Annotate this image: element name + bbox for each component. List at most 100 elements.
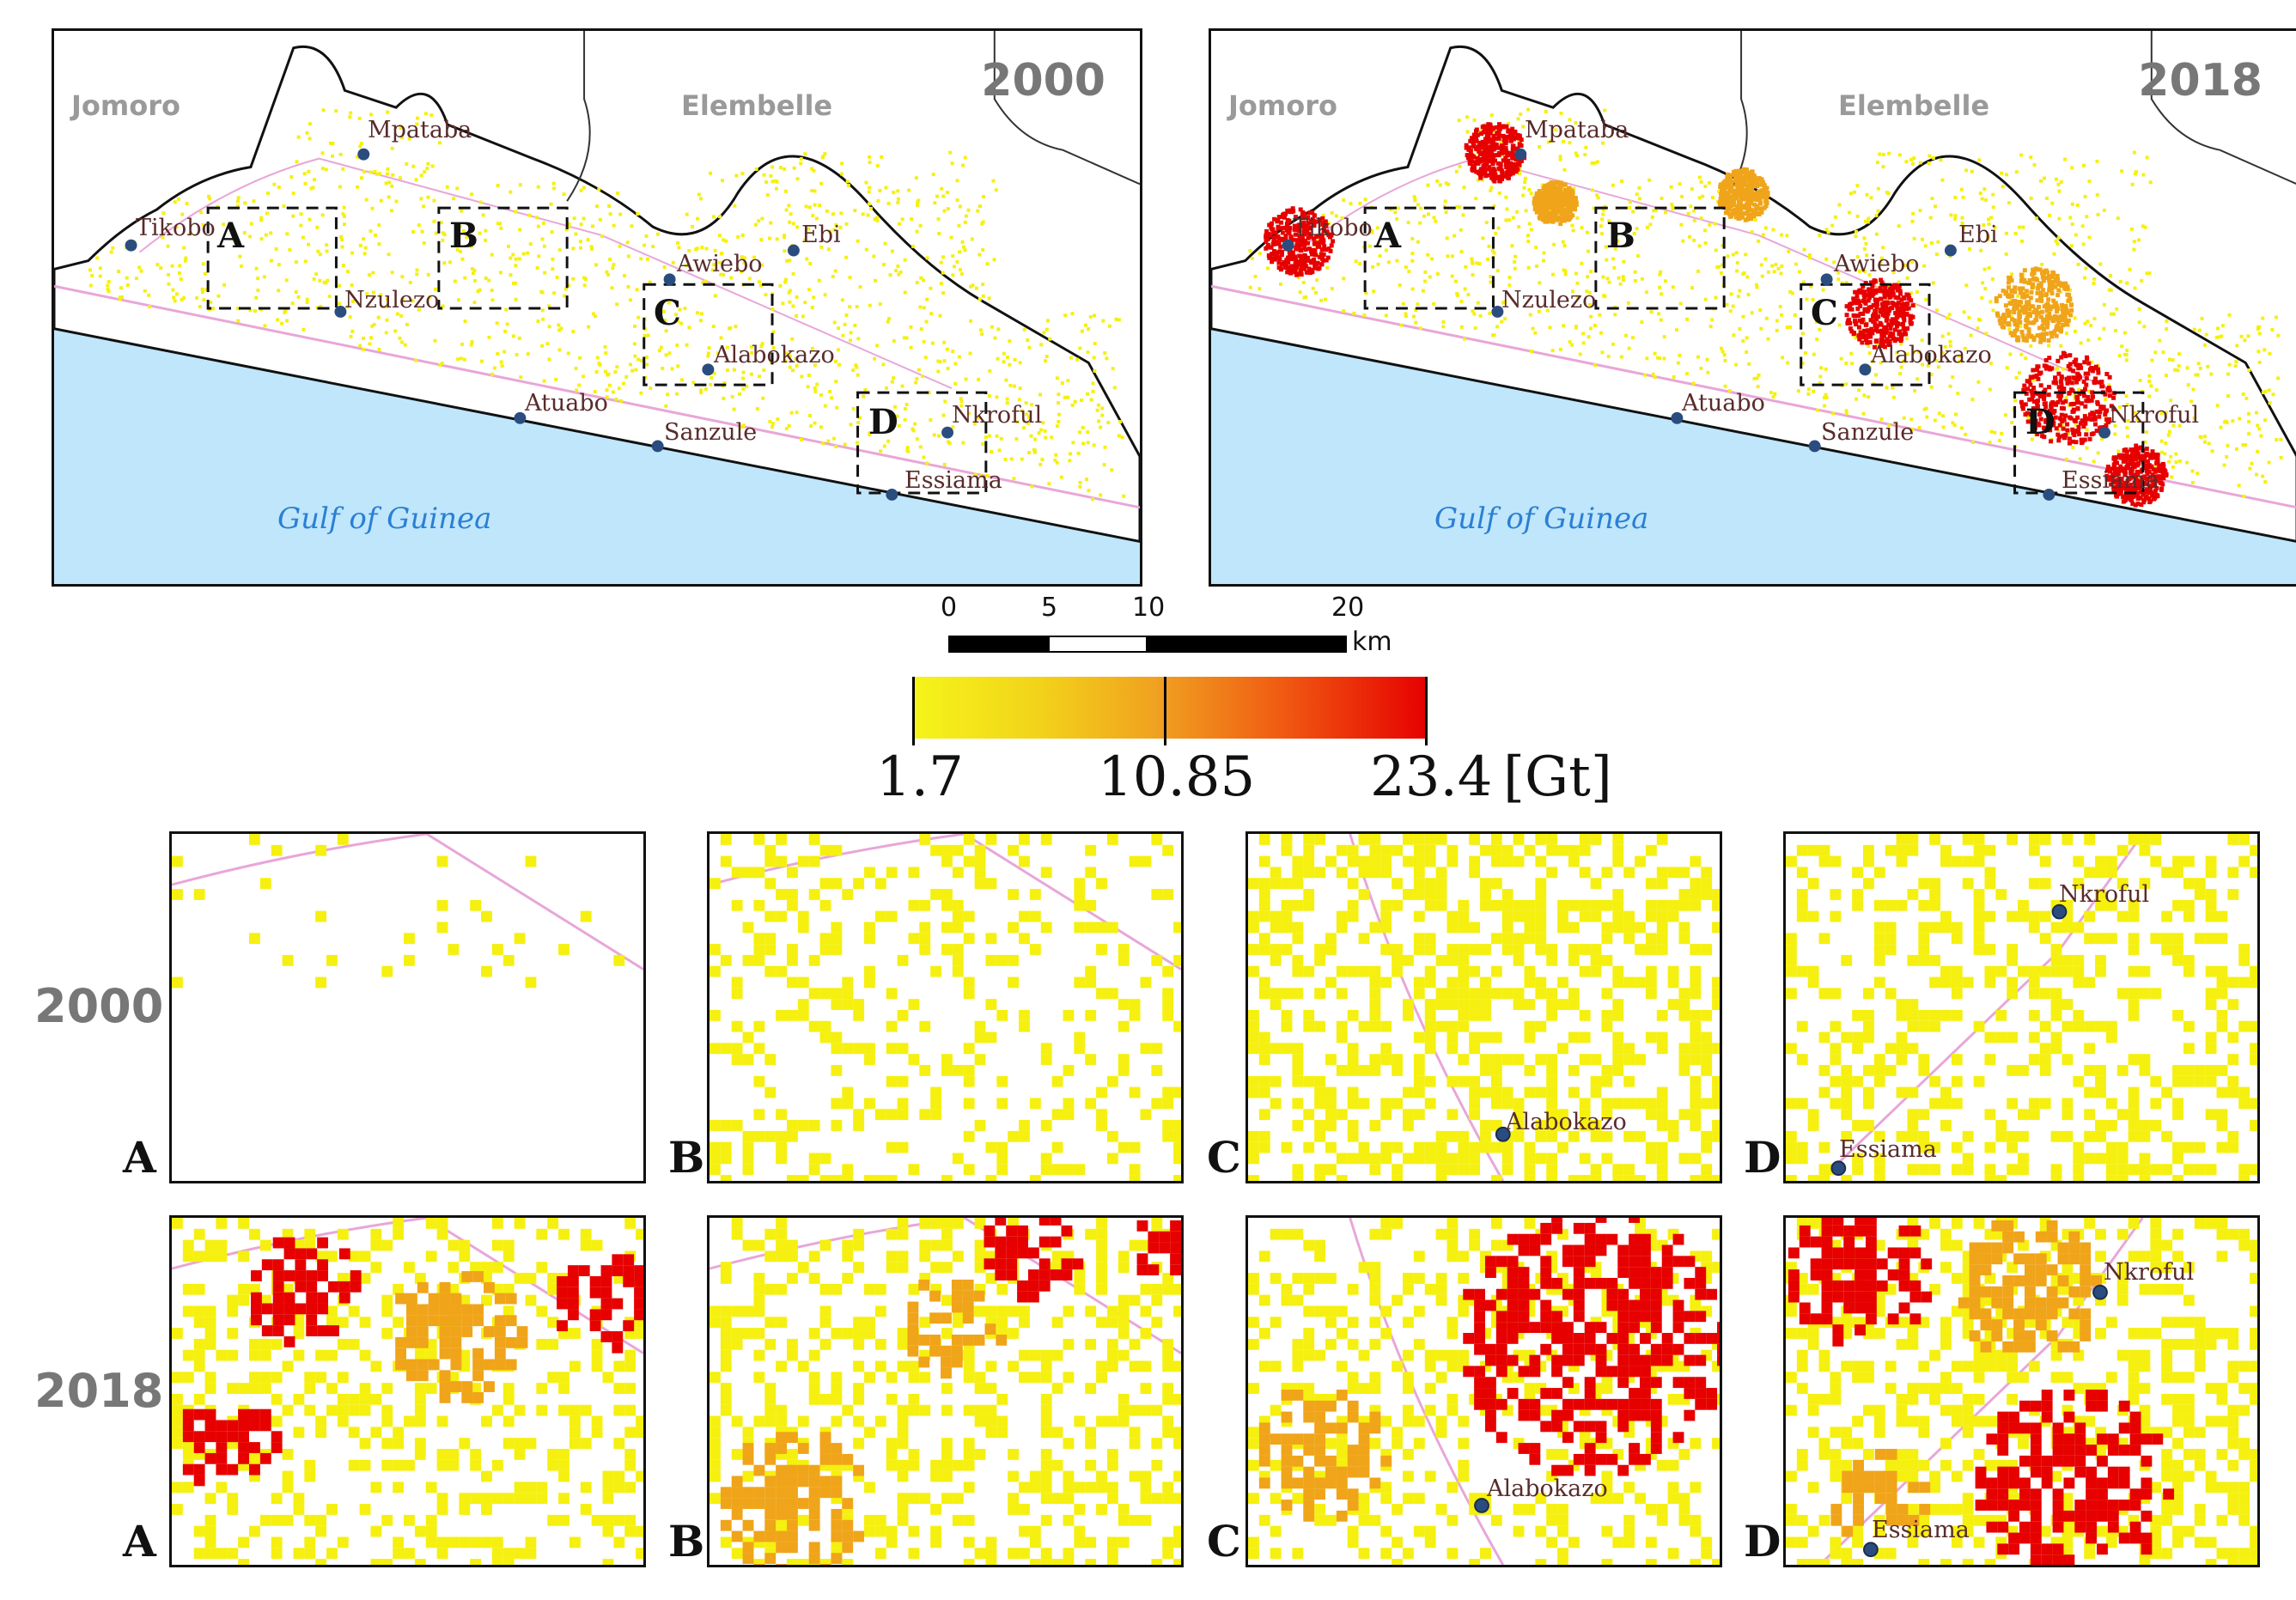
pixel (1012, 477, 1016, 481)
pixel (1483, 152, 1488, 157)
pixel (892, 415, 897, 418)
pixel (436, 855, 448, 867)
pixel (677, 246, 681, 250)
pixel (1372, 289, 1376, 294)
pixel (1848, 192, 1853, 196)
pixel (285, 319, 289, 323)
pixel (2050, 271, 2055, 277)
pixel (1844, 362, 1848, 365)
pixel (1731, 252, 1735, 257)
pixel (1968, 246, 1971, 251)
pixel (856, 441, 860, 445)
pixel (1743, 217, 1748, 222)
pixel (172, 855, 183, 867)
pixel (968, 351, 972, 356)
pixel (1475, 147, 1480, 152)
pixel (977, 377, 981, 381)
pixel (1503, 155, 1508, 161)
pixel (843, 442, 847, 447)
pixel (2052, 329, 2057, 334)
pixel (2096, 451, 2100, 455)
pixel (586, 238, 590, 242)
pixel (1489, 137, 1495, 143)
pixel (2045, 419, 2050, 424)
pixel (2135, 490, 2140, 496)
pixel (2116, 485, 2122, 490)
pixel (1324, 223, 1329, 228)
pixel (2020, 286, 2025, 291)
pixel (1961, 195, 1965, 199)
pixel (1873, 314, 1878, 319)
pixel (1852, 190, 1856, 194)
pixel (2150, 358, 2154, 362)
pixel (478, 200, 483, 204)
pixel (1044, 359, 1048, 363)
pixel (445, 185, 449, 189)
pixel (1544, 110, 1548, 114)
pixel (487, 335, 491, 339)
pixel (1885, 339, 1891, 344)
pixel (1325, 255, 1331, 260)
pixel (183, 259, 187, 263)
pixel (1322, 244, 1327, 249)
pixel (514, 210, 518, 214)
pixel (1719, 192, 1724, 197)
pixel (1749, 216, 1754, 222)
pixel (2144, 494, 2149, 499)
pixel (1314, 219, 1319, 224)
pixel (378, 172, 382, 176)
pixel (1939, 158, 1943, 162)
pixel (1790, 291, 1794, 295)
pixel (345, 270, 350, 274)
pixel (566, 351, 570, 356)
pixel (2014, 170, 2019, 174)
pixel (2126, 496, 2131, 502)
pixel (838, 225, 843, 229)
pixel (1537, 209, 1542, 214)
pixel (977, 204, 982, 209)
pixel (957, 223, 961, 228)
pixel (1309, 267, 1314, 272)
pixel (1041, 421, 1045, 425)
pixel (1862, 246, 1867, 251)
pixel (963, 248, 967, 252)
pixel (1002, 360, 1006, 364)
pixel (830, 396, 834, 400)
pixel (709, 171, 713, 175)
pixel (1489, 113, 1494, 118)
pixel (826, 247, 831, 252)
pixel (1611, 342, 1616, 346)
pixel (2276, 333, 2281, 338)
pixel (1088, 314, 1093, 319)
pixel (567, 225, 571, 229)
pixel (1960, 221, 1964, 225)
pixel (1091, 389, 1095, 393)
pixel (1081, 441, 1086, 446)
pixel (1032, 447, 1036, 452)
pixel (1862, 307, 1867, 312)
pixel (2049, 334, 2055, 339)
pixel (1248, 285, 1252, 289)
pixel (2248, 466, 2252, 471)
pixel (2131, 472, 2136, 478)
pixel (1271, 240, 1276, 245)
pixel (886, 316, 891, 320)
pixel (1466, 146, 1471, 151)
pixel (1785, 325, 1789, 330)
pixel (2063, 398, 2068, 404)
pixel (1063, 313, 1068, 318)
pixel (904, 336, 909, 340)
pixel (2090, 360, 2094, 364)
pixel (2027, 307, 2032, 312)
pixel (1076, 451, 1081, 455)
pixel (1486, 159, 1491, 164)
pixel (1300, 242, 1306, 247)
pixel (338, 152, 343, 156)
pixel (819, 392, 823, 397)
pixel (2086, 394, 2091, 399)
district-label: Elembelle (1838, 89, 1990, 122)
pixel (1990, 277, 1995, 281)
pixel (790, 337, 795, 341)
pixel (2070, 166, 2074, 170)
pixel (490, 298, 495, 302)
